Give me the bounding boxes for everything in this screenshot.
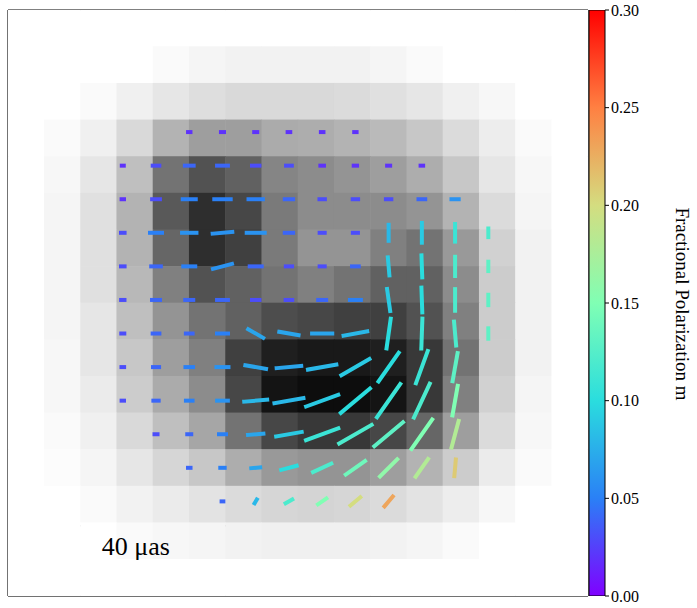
svg-text:0.20: 0.20 [611,197,639,214]
html-text:Fractional Polarization m: Fractional Polarization m [672,207,693,401]
svg-text:0.05: 0.05 [611,490,639,507]
svg-text:0.00: 0.00 [611,588,639,605]
html-text:40 μas: 40 μas [101,531,170,561]
svg-text:0.15: 0.15 [611,295,639,312]
svg-text:0.30: 0.30 [611,2,639,19]
svg-text:0.10: 0.10 [611,392,639,409]
svg-text:0.25: 0.25 [611,99,639,116]
